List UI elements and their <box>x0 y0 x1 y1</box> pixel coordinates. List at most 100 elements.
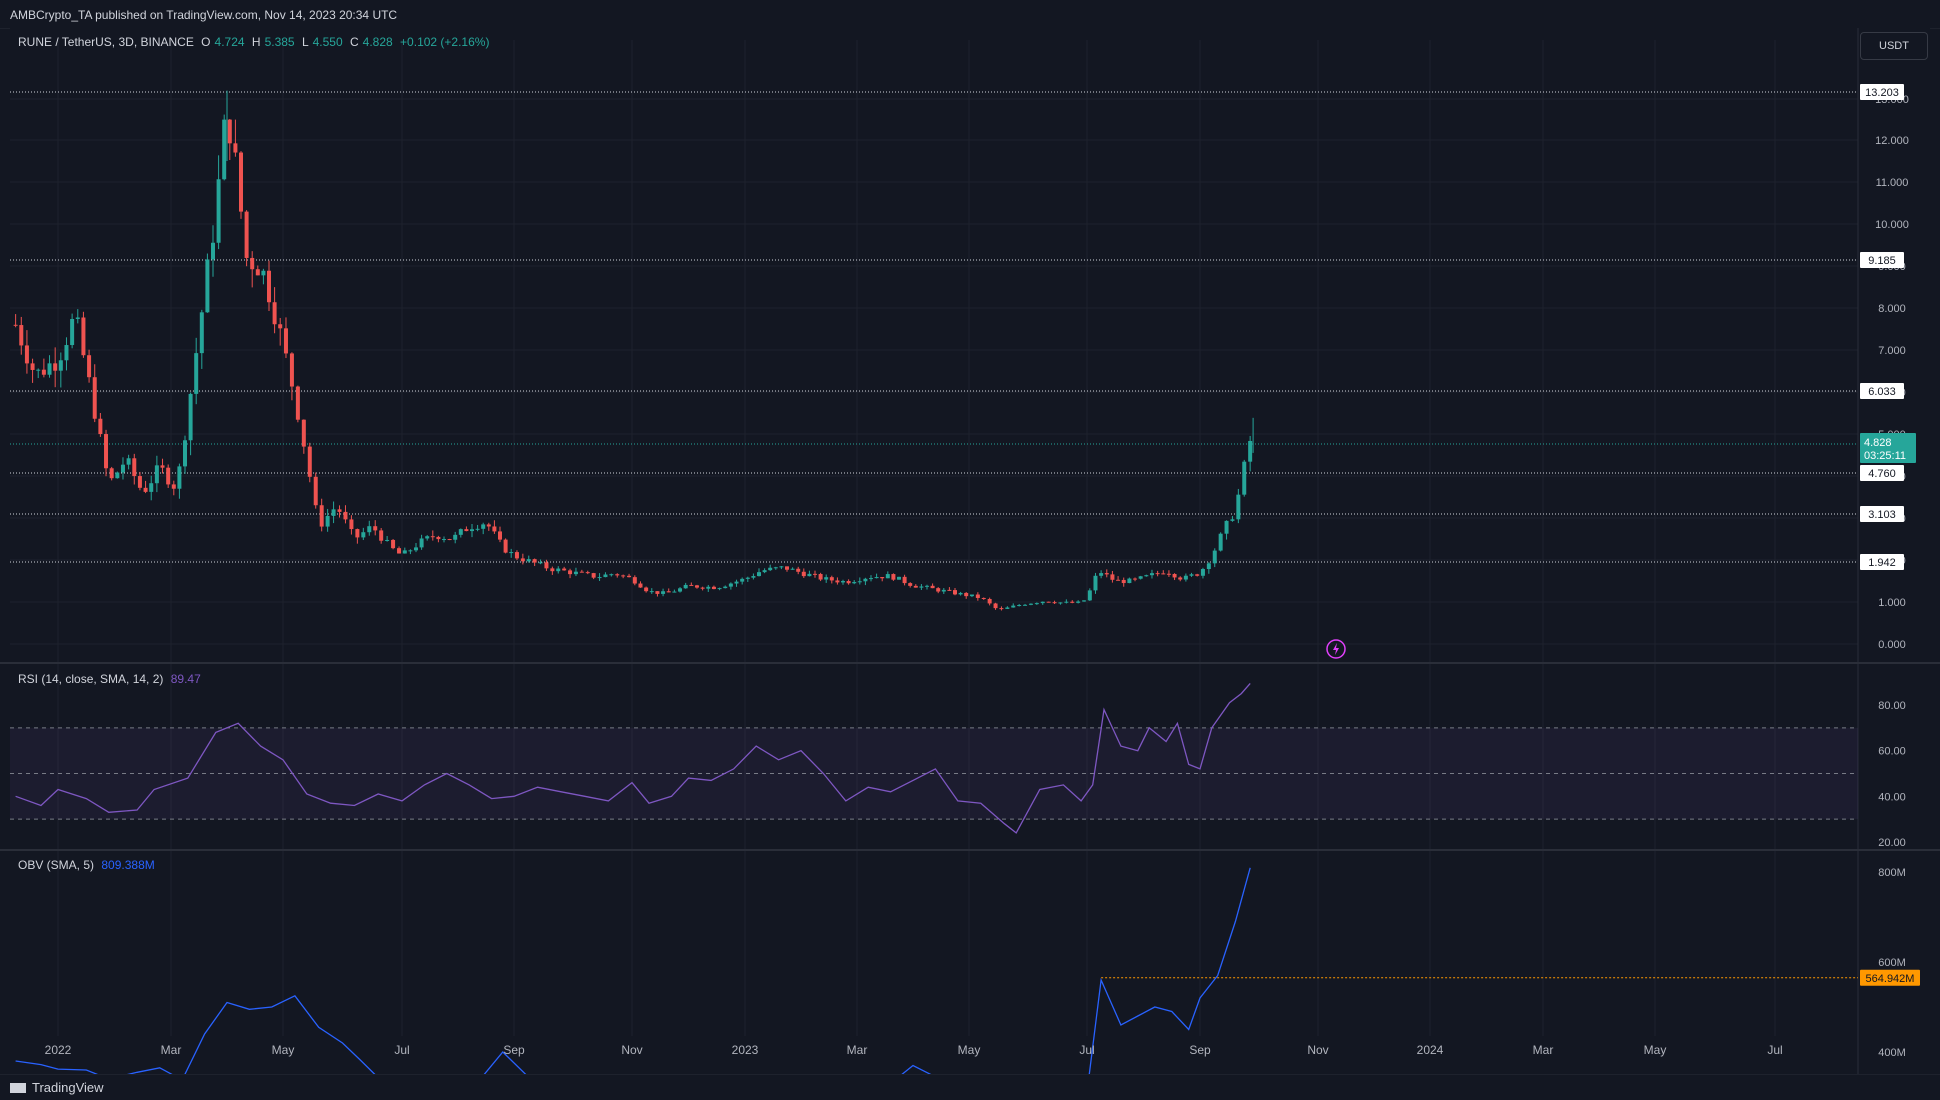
level-label-box <box>1860 554 1904 570</box>
horizontal-levels <box>10 91 1858 563</box>
candle-body <box>1183 575 1188 580</box>
obv-title: OBV (SMA, 5) <box>18 858 95 872</box>
candle-body <box>694 585 699 588</box>
obv-tick-label: 400M <box>1878 1047 1906 1059</box>
candle-body <box>526 559 531 562</box>
candle-body <box>1058 602 1063 604</box>
rsi-tick-label: 80.00 <box>1878 700 1906 712</box>
obv-line <box>15 867 1251 1099</box>
candle-body <box>550 568 555 572</box>
symbol-label: RUNE / TetherUS, 3D, BINANCE <box>18 35 194 49</box>
candle-body <box>818 574 823 580</box>
candle-body <box>585 572 590 574</box>
change-value: +0.102 (+2.16%) <box>400 35 490 49</box>
candle-body <box>379 530 384 541</box>
time-tick-label: 2023 <box>732 1043 759 1057</box>
candle-body <box>835 580 840 583</box>
time-tick-label: Mar <box>1533 1043 1554 1057</box>
candle-body <box>597 577 602 579</box>
candle-body <box>1034 603 1039 605</box>
candle-body <box>1011 605 1016 608</box>
rsi-line <box>15 682 1251 834</box>
tradingview-logo[interactable]: TradingView <box>10 1080 104 1095</box>
candle-body <box>319 505 324 527</box>
time-tick-label: Sep <box>1189 1043 1211 1057</box>
publisher-line: AMBCrypto_TA published on TradingView.co… <box>10 8 398 22</box>
candle-body <box>841 581 845 583</box>
candle-body <box>1248 440 1253 462</box>
candle-body <box>481 524 486 529</box>
candle-body <box>885 574 890 579</box>
candle-body <box>419 538 424 548</box>
candle-body <box>863 578 868 582</box>
candle-body <box>115 472 120 479</box>
candle-body <box>503 539 508 553</box>
candle-body <box>126 458 131 465</box>
candle-body <box>1104 573 1109 575</box>
candle-body <box>941 589 946 592</box>
candle-body <box>430 536 435 538</box>
candle-body <box>1144 575 1149 577</box>
candle-body <box>958 592 963 595</box>
candle-body <box>897 576 901 580</box>
candle-body <box>1133 578 1138 580</box>
price-tick-label: 12.000 <box>1875 135 1909 147</box>
currency-button[interactable]: USDT <box>1860 32 1928 60</box>
candle-body <box>1189 574 1194 576</box>
time-tick-label: May <box>1644 1043 1667 1057</box>
candle-body <box>47 363 52 375</box>
axes: 13.00012.00011.00010.0009.0008.0007.0006… <box>45 84 1916 1057</box>
price-tick-label: 0.000 <box>1878 639 1906 651</box>
candle-body <box>852 582 857 584</box>
candle-body <box>301 419 306 447</box>
rsi-pane: 80.00 60.00 40.00 20.00 <box>10 682 1906 849</box>
candle-body <box>137 476 142 488</box>
candle-body <box>603 574 608 578</box>
time-tick-label: May <box>272 1043 295 1057</box>
footer: TradingView <box>0 1074 1940 1100</box>
candle-body <box>773 567 778 569</box>
candle-body <box>757 572 761 577</box>
candle-body <box>1116 579 1121 581</box>
chart-area[interactable] <box>10 28 1930 1074</box>
rsi-tick-label: 40.00 <box>1878 791 1906 803</box>
candle-body <box>58 360 63 371</box>
level-label-box <box>1860 506 1904 522</box>
candle-body <box>644 587 649 592</box>
candle-body <box>1178 577 1183 580</box>
candle-body <box>1040 601 1045 604</box>
candle-body <box>700 587 705 589</box>
candle-body <box>402 550 407 554</box>
candle-body <box>1200 569 1205 576</box>
candle-body <box>87 355 92 378</box>
candle-body <box>1099 573 1104 576</box>
candle-body <box>1206 563 1211 570</box>
rsi-legend[interactable]: RSI (14, close, SMA, 14, 2) 89.47 <box>18 672 205 686</box>
candle-body <box>64 345 69 361</box>
candle-body <box>120 464 125 473</box>
candle-body <box>373 526 378 531</box>
obv-level-box <box>1860 969 1920 986</box>
time-tick-label: Sep <box>503 1043 525 1057</box>
candle-body <box>199 312 204 354</box>
candle-body <box>216 179 221 243</box>
candle-body <box>609 574 614 576</box>
candle-body <box>75 317 80 319</box>
candle-body <box>154 465 159 484</box>
high-label: H <box>251 35 261 49</box>
candle-body <box>509 552 514 554</box>
candle-body <box>1005 607 1010 609</box>
candle-body <box>149 483 154 492</box>
candle-body <box>579 571 584 573</box>
time-tick-label: Mar <box>161 1043 182 1057</box>
level-label-box <box>1860 383 1904 399</box>
candle-body <box>307 446 312 477</box>
lightning-icon[interactable] <box>1326 639 1346 659</box>
candle-body <box>661 591 666 594</box>
time-tick-label: Jul <box>1767 1043 1782 1057</box>
candle-body <box>857 581 862 583</box>
candle-body <box>239 152 243 212</box>
obv-legend[interactable]: OBV (SMA, 5) 809.388M <box>18 858 159 872</box>
candle-body <box>425 536 430 539</box>
